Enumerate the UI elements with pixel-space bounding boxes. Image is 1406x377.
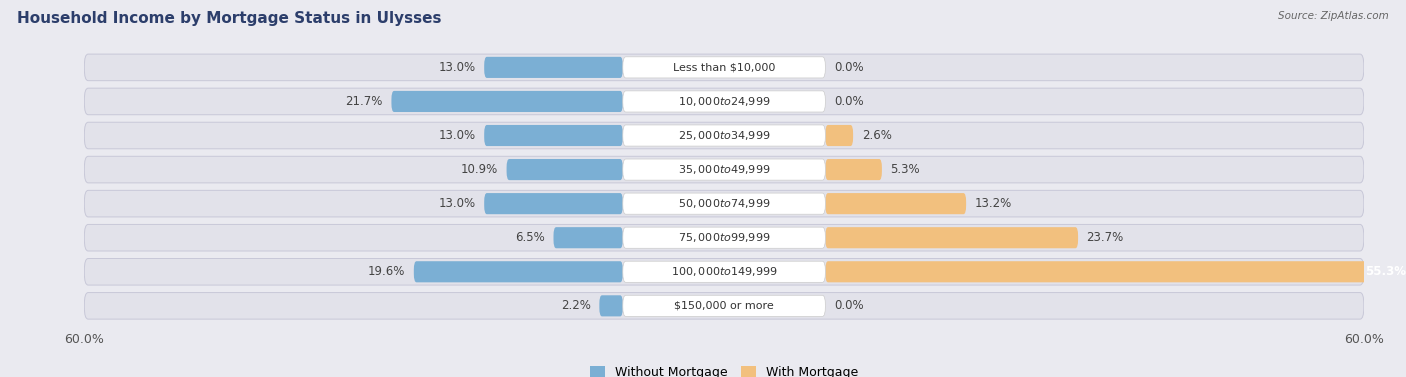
FancyBboxPatch shape <box>484 125 623 146</box>
FancyBboxPatch shape <box>84 224 1364 251</box>
Text: 10.9%: 10.9% <box>461 163 498 176</box>
FancyBboxPatch shape <box>623 193 825 214</box>
FancyBboxPatch shape <box>84 54 1364 81</box>
FancyBboxPatch shape <box>84 259 1364 285</box>
FancyBboxPatch shape <box>413 261 623 282</box>
Text: $75,000 to $99,999: $75,000 to $99,999 <box>678 231 770 244</box>
FancyBboxPatch shape <box>825 159 882 180</box>
FancyBboxPatch shape <box>84 293 1364 319</box>
Text: 2.6%: 2.6% <box>862 129 891 142</box>
Text: Household Income by Mortgage Status in Ulysses: Household Income by Mortgage Status in U… <box>17 11 441 26</box>
FancyBboxPatch shape <box>84 122 1364 149</box>
FancyBboxPatch shape <box>623 261 825 282</box>
Text: 19.6%: 19.6% <box>368 265 405 278</box>
Text: 0.0%: 0.0% <box>834 95 863 108</box>
Text: 0.0%: 0.0% <box>834 299 863 313</box>
Text: 0.0%: 0.0% <box>834 61 863 74</box>
Text: $10,000 to $24,999: $10,000 to $24,999 <box>678 95 770 108</box>
FancyBboxPatch shape <box>599 295 623 316</box>
Text: $35,000 to $49,999: $35,000 to $49,999 <box>678 163 770 176</box>
FancyBboxPatch shape <box>825 261 1406 282</box>
Text: 23.7%: 23.7% <box>1087 231 1123 244</box>
Text: 13.0%: 13.0% <box>439 129 475 142</box>
FancyBboxPatch shape <box>623 57 825 78</box>
FancyBboxPatch shape <box>825 193 966 214</box>
Text: 13.0%: 13.0% <box>439 61 475 74</box>
FancyBboxPatch shape <box>623 91 825 112</box>
FancyBboxPatch shape <box>391 91 623 112</box>
FancyBboxPatch shape <box>84 156 1364 183</box>
FancyBboxPatch shape <box>623 227 825 248</box>
Text: 13.2%: 13.2% <box>974 197 1012 210</box>
FancyBboxPatch shape <box>554 227 623 248</box>
FancyBboxPatch shape <box>484 57 623 78</box>
FancyBboxPatch shape <box>506 159 623 180</box>
Text: 5.3%: 5.3% <box>890 163 920 176</box>
FancyBboxPatch shape <box>484 193 623 214</box>
Text: Less than $10,000: Less than $10,000 <box>673 62 775 72</box>
Text: 13.0%: 13.0% <box>439 197 475 210</box>
Legend: Without Mortgage, With Mortgage: Without Mortgage, With Mortgage <box>585 361 863 377</box>
Text: $50,000 to $74,999: $50,000 to $74,999 <box>678 197 770 210</box>
Text: $25,000 to $34,999: $25,000 to $34,999 <box>678 129 770 142</box>
FancyBboxPatch shape <box>84 190 1364 217</box>
FancyBboxPatch shape <box>84 88 1364 115</box>
Text: 55.3%: 55.3% <box>1365 265 1406 278</box>
FancyBboxPatch shape <box>623 125 825 146</box>
Text: Source: ZipAtlas.com: Source: ZipAtlas.com <box>1278 11 1389 21</box>
FancyBboxPatch shape <box>623 159 825 180</box>
FancyBboxPatch shape <box>825 125 853 146</box>
Text: $100,000 to $149,999: $100,000 to $149,999 <box>671 265 778 278</box>
FancyBboxPatch shape <box>623 295 825 316</box>
Text: $150,000 or more: $150,000 or more <box>675 301 773 311</box>
Text: 2.2%: 2.2% <box>561 299 591 313</box>
Text: 6.5%: 6.5% <box>515 231 546 244</box>
FancyBboxPatch shape <box>825 227 1078 248</box>
Text: 21.7%: 21.7% <box>346 95 382 108</box>
